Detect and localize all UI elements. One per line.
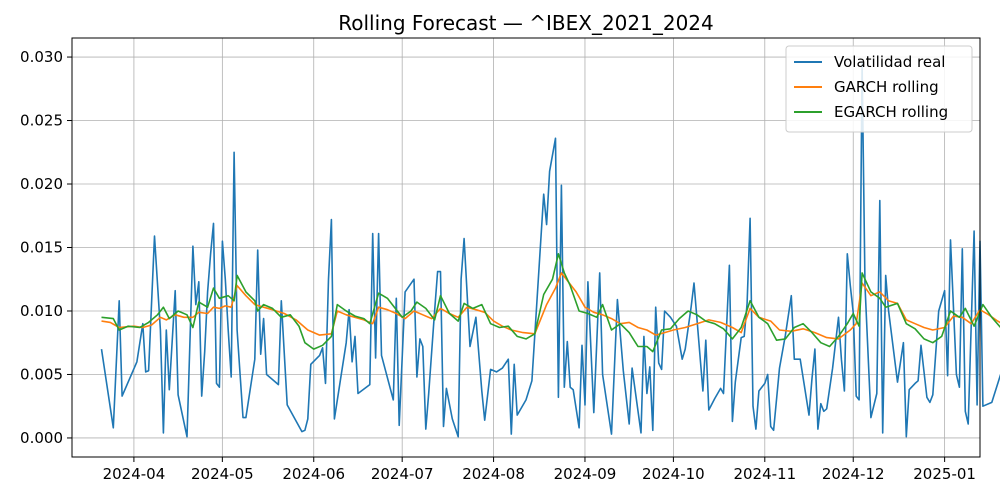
series-line-2 (101, 253, 1000, 353)
y-tick-label: 0.005 (20, 365, 63, 383)
series-layer (100, 62, 1000, 438)
x-tick-label: 2024-12 (822, 465, 885, 483)
x-tick-label: 2024-04 (103, 465, 166, 483)
x-tick-label: 2024-05 (191, 465, 254, 483)
legend-label-0: Volatilidad real (834, 53, 945, 71)
x-tick-label: 2024-07 (371, 465, 434, 483)
x-tick-label: 2024-10 (642, 465, 705, 483)
y-tick-label: 0.000 (20, 429, 63, 447)
legend-box (785, 45, 973, 133)
x-tick-label: 2024-09 (554, 465, 617, 483)
legend-label-2: EGARCH rolling (834, 103, 948, 121)
x-tick-label: 2024-08 (462, 465, 525, 483)
x-tick-label: 2025-01 (913, 465, 976, 483)
y-tick-label: 0.010 (20, 302, 63, 320)
x-tick-label: 2024-06 (282, 465, 345, 483)
chart-title: Rolling Forecast — ^IBEX_2021_2024 (338, 11, 714, 35)
grid (72, 38, 980, 457)
series-line-0 (100, 62, 1000, 438)
y-tick-label: 0.025 (20, 112, 63, 130)
legend: Volatilidad real GARCH rolling EGARCH roll… (785, 45, 973, 133)
y-tick-label: 0.030 (20, 48, 63, 66)
y-tick-label: 0.015 (20, 239, 63, 257)
axes: 2024-04 2024-05 2024-06 2024-07 2024-08 2024-… (20, 48, 976, 483)
legend-label-1: GARCH rolling (834, 78, 939, 96)
x-tick-label: 2024-11 (733, 465, 796, 483)
y-tick-label: 0.020 (20, 175, 63, 193)
